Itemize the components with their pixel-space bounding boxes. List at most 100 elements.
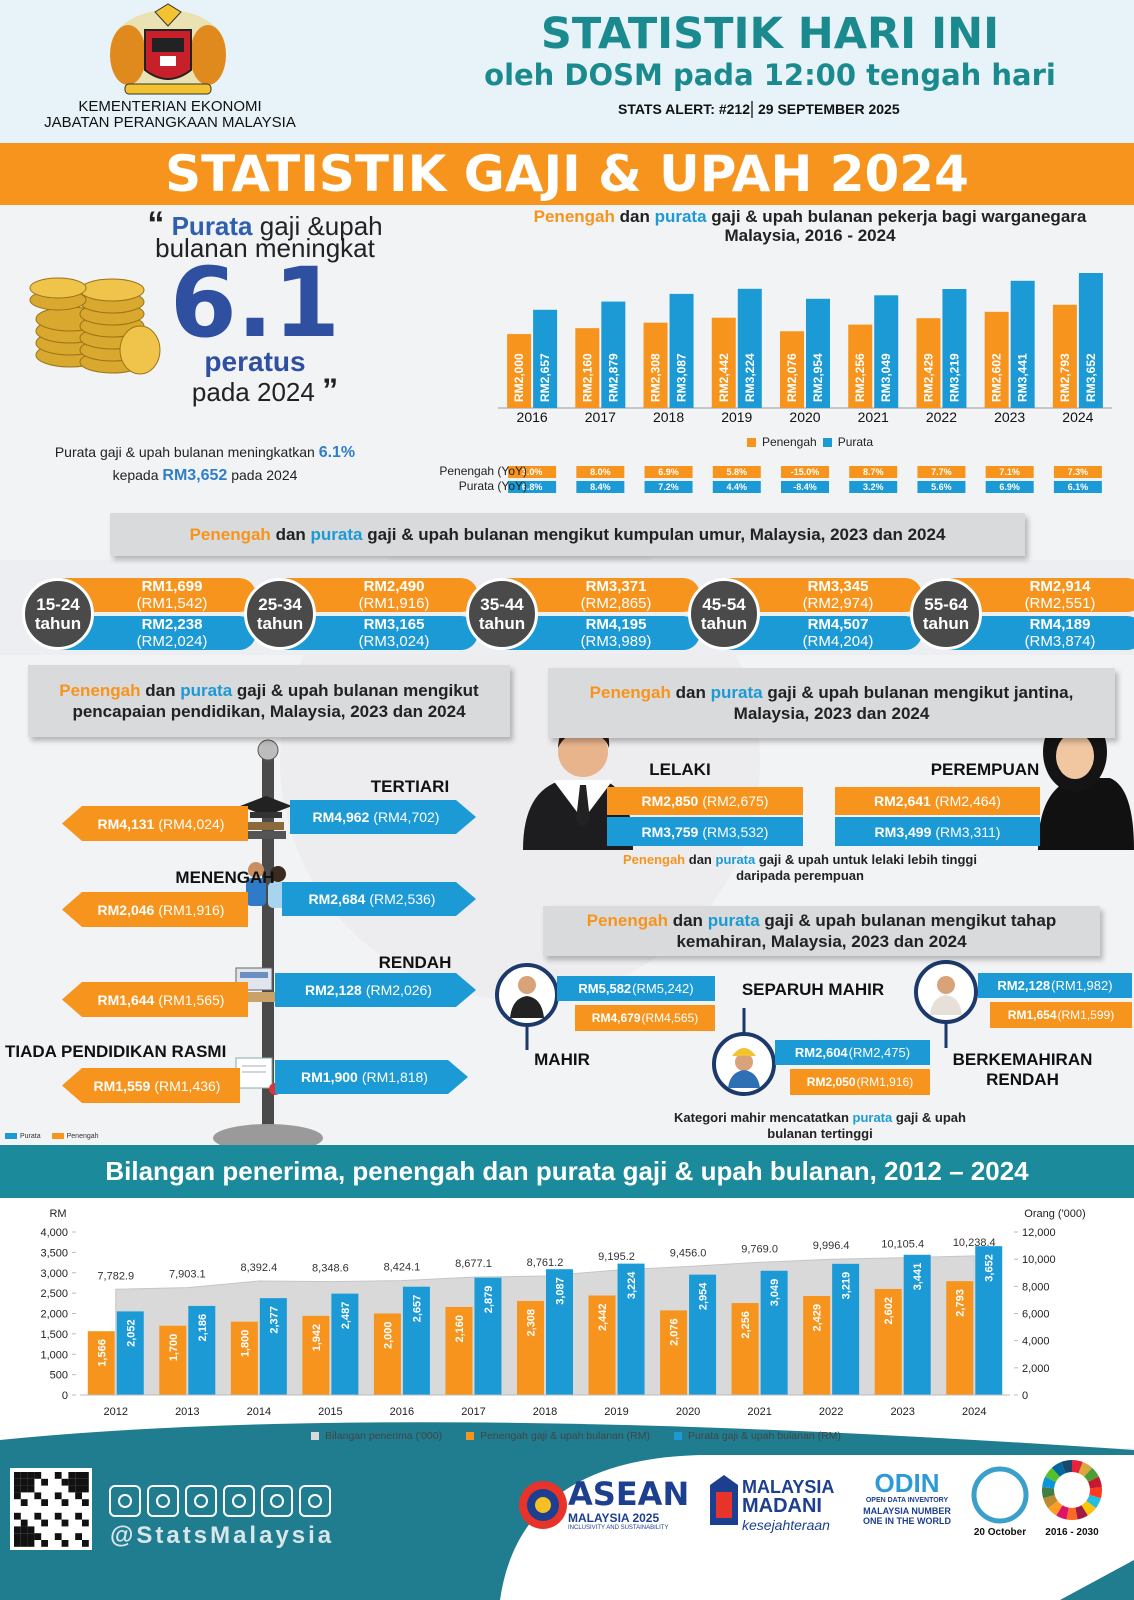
bar-label: 2,793 (955, 1289, 967, 1317)
y2-tick-label: 12,000 (1022, 1227, 1056, 1239)
qr-cell (61, 1499, 69, 1506)
median-value: RM2,046 (97, 901, 155, 918)
bar-label: 1,700 (168, 1334, 180, 1362)
mean-arrow (290, 800, 476, 834)
median-prev: (RM1,542) (136, 595, 208, 612)
age-range: 35-44 (480, 595, 524, 614)
area-label: 9,456.0 (670, 1248, 707, 1260)
legend-label: Penengah (66, 1132, 99, 1140)
skilled-icon (495, 963, 559, 1050)
yoy-cell (781, 481, 829, 493)
bar-label: 3,049 (769, 1279, 781, 1307)
x-tick-label: 2020 (789, 409, 820, 425)
x-tick-label: 2022 (819, 1406, 843, 1418)
bar (601, 301, 626, 408)
yoy-cell (781, 466, 829, 478)
bar (803, 1296, 831, 1395)
logo-line: MALAYSIA 2025 (568, 1511, 660, 1525)
sdg-wheel (1041, 1460, 1102, 1520)
median-value: RM4,679 (591, 1011, 641, 1025)
mean-value: RM2,238 (141, 616, 203, 633)
skill-label: BERKEMAHIRAN RENDAH (952, 1050, 1093, 1089)
yoy-cell (644, 466, 693, 478)
x-tick-label: 2016 (390, 1406, 414, 1418)
bar-label: 2,429 (812, 1304, 824, 1332)
bar (806, 298, 830, 408)
mean-value: RM2,604 (794, 1045, 848, 1060)
x-tick-label: 2012 (104, 1406, 128, 1418)
x-tick-label: 2023 (890, 1406, 914, 1418)
mean-prev: (RM1,818) (361, 1069, 428, 1085)
yoy-value: 6.9% (999, 482, 1020, 492)
qr-cell (75, 1533, 82, 1540)
area-label: 9,769.0 (741, 1243, 778, 1255)
title-part: Penengah (589, 683, 671, 702)
y2-tick-label: 2,000 (1022, 1363, 1050, 1375)
bar-label: 2,186 (197, 1314, 209, 1342)
qr-cell (20, 1519, 28, 1527)
y2-tick-label: 6,000 (1022, 1309, 1050, 1321)
median-bar: RM2,850 (RM2,675) (607, 787, 803, 815)
level-label: TERTIARI (370, 777, 450, 796)
mean-bar: RM2,128 (RM1,982) (978, 973, 1132, 998)
bar (916, 318, 941, 408)
y-tick-label: 3,000 (40, 1268, 68, 1280)
qr-cell (27, 1526, 35, 1534)
title-part: dan (688, 852, 712, 867)
yoy-label: Penengah (YoY) (439, 464, 527, 478)
bar-label: RM3,219 (947, 353, 961, 402)
age-range: 25-34 (258, 595, 302, 614)
logo-line: MADANI (742, 1495, 822, 1517)
mean-arrow (282, 882, 476, 916)
bar (711, 317, 736, 408)
area-label: 10,105.4 (881, 1239, 924, 1251)
yoy-cell (917, 481, 966, 493)
area-label: 7,782.9 (97, 1270, 134, 1282)
median-prev: (RM4,565) (641, 1011, 699, 1025)
legend-label: Penengah (761, 435, 817, 449)
yoy-cell (1053, 466, 1102, 478)
x-tick-label: 2013 (175, 1406, 199, 1418)
median-bar: RM1,654 (RM1,599) (990, 1002, 1132, 1028)
title-text: Penengah dan purata gaji & upah bulanan … (548, 682, 1115, 724)
qr-cell (68, 1485, 76, 1493)
bar-label: 2,879 (483, 1286, 495, 1314)
qr-cell (20, 1485, 28, 1493)
bar (975, 1246, 1003, 1395)
title-part: purata (852, 1110, 893, 1125)
bar-label: RM2,442 (717, 353, 731, 402)
yoy-value: 8.0% (590, 467, 611, 477)
legend-swatch (5, 1133, 17, 1139)
header-title: STATISTIK HARI INI (540, 9, 1000, 59)
bar (331, 1293, 359, 1395)
note-text: kepada (112, 467, 159, 483)
median-prev: (RM4,024) (158, 815, 225, 832)
note-text: pada 2024 (231, 467, 298, 483)
bar-label: 2,657 (411, 1295, 423, 1323)
y2-tick-label: 0 (1022, 1390, 1028, 1402)
title-part: gaji & upah bulanan mengikut jantina, Ma… (733, 683, 1074, 723)
median-arrow (62, 1068, 240, 1103)
bar (259, 1298, 287, 1395)
qr-cell (41, 1499, 48, 1506)
age-unit: tahun (478, 614, 526, 633)
social-icon (147, 1485, 179, 1517)
qr-cell (14, 1512, 21, 1520)
title-text: Penengah dan purata gaji & upah bulanan … (543, 910, 1100, 952)
mean-text: RM2,684 (RM2,536) (282, 882, 462, 916)
bar (230, 1321, 258, 1395)
bar (942, 289, 967, 408)
qr-cell (41, 1540, 48, 1547)
bar-label: RM2,000 (512, 353, 526, 402)
footer-corner (1060, 1560, 1134, 1600)
title-part: dan (619, 207, 650, 226)
bar-label: 1,800 (239, 1330, 251, 1358)
area-label: 7,903.1 (169, 1269, 206, 1281)
logo-line: OPEN DATA INVENTORY (865, 1497, 949, 1504)
area-label: 8,677.1 (455, 1258, 492, 1270)
bar (946, 1281, 974, 1395)
bar (660, 1310, 688, 1395)
mean-arrow (275, 973, 476, 1007)
median-prev: (RM1,916) (158, 901, 225, 918)
